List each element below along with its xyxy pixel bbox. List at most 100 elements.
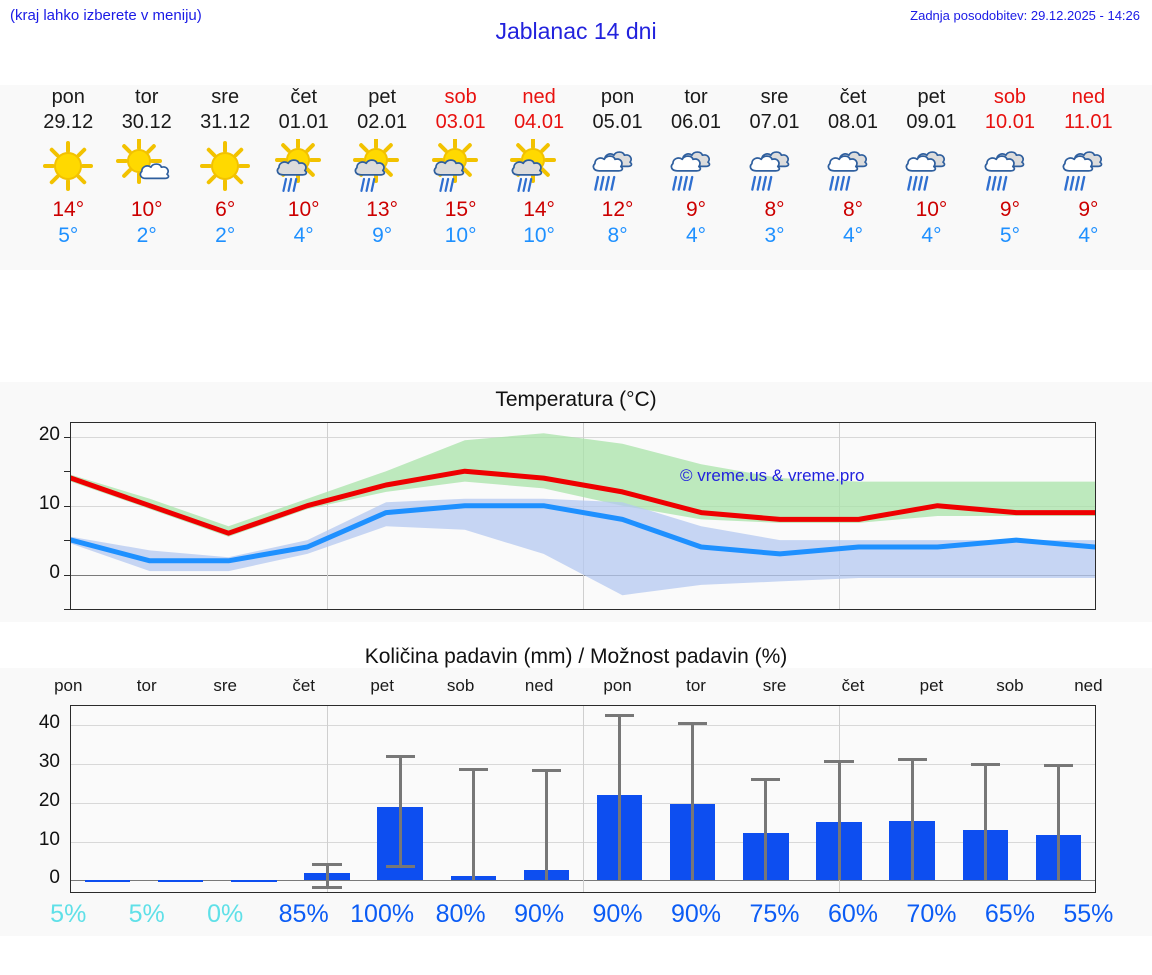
day-max-temp: 15° bbox=[444, 198, 477, 221]
day-date: 07.01 bbox=[749, 111, 800, 133]
error-bar-line bbox=[398, 755, 402, 865]
day-date: 30.12 bbox=[121, 111, 172, 133]
day-column-8[interactable]: tor 06.01 9° 4° bbox=[657, 85, 736, 270]
error-bar-cap-top bbox=[678, 721, 708, 725]
day-date: 09.01 bbox=[906, 111, 957, 133]
day-column-0[interactable]: pon 29.12 14° 5° bbox=[29, 85, 108, 270]
day-date: 03.01 bbox=[435, 111, 486, 133]
day-min-temp: 4° bbox=[842, 224, 864, 247]
day-min-temp: 10° bbox=[444, 224, 477, 247]
day-date: 11.01 bbox=[1064, 111, 1113, 133]
cloud-rain-icon bbox=[1049, 139, 1128, 197]
axis-tick bbox=[64, 574, 71, 576]
day-min-temp: 4° bbox=[921, 224, 942, 247]
day-column-13[interactable]: ned 11.01 9° 4° bbox=[1049, 85, 1128, 270]
day-name: čet bbox=[839, 86, 867, 108]
day-min-temp: 4° bbox=[685, 224, 707, 247]
precipitation-probability: 75% bbox=[749, 900, 800, 928]
precipitation-bar[interactable] bbox=[84, 880, 131, 882]
day-column-1[interactable]: tor 30.12 10° 2° bbox=[107, 85, 186, 270]
location-menu-note[interactable]: (kraj lahko izberete v meniju) bbox=[10, 7, 202, 24]
error-bar-line bbox=[764, 778, 768, 881]
precipitation-probability: 80% bbox=[435, 900, 486, 928]
day-column-2[interactable]: sre 31.12 6° 2° bbox=[186, 85, 265, 270]
day-date: 05.01 bbox=[592, 111, 643, 133]
day-min-temp: 3° bbox=[764, 224, 785, 247]
day-column-11[interactable]: pet 09.01 10° 4° bbox=[892, 85, 971, 270]
error-bar-cap-bottom bbox=[385, 864, 415, 868]
day-column-12[interactable]: sob 10.01 9° 5° bbox=[971, 85, 1050, 270]
axis-tick bbox=[64, 540, 71, 542]
precipitation-day-label: pet bbox=[919, 676, 944, 695]
precipitation-probability: 65% bbox=[984, 900, 1035, 928]
day-max-temp: 10° bbox=[915, 198, 948, 221]
day-date: 04.01 bbox=[514, 111, 565, 133]
day-date: 31.12 bbox=[200, 111, 251, 133]
temperature-y-tick-10: 10 bbox=[38, 492, 60, 514]
day-max-temp: 14° bbox=[52, 198, 85, 221]
axis-tick bbox=[64, 436, 71, 438]
day-max-temp: 12° bbox=[601, 198, 634, 221]
axis-tick bbox=[64, 609, 71, 610]
precipitation-y-tick-30: 30 bbox=[38, 751, 60, 773]
precipitation-probability: 100% bbox=[350, 900, 415, 928]
error-bar-line bbox=[910, 758, 914, 881]
error-bar-cap-top bbox=[970, 762, 1000, 766]
error-bar-cap-bottom bbox=[312, 886, 342, 890]
day-name: pet bbox=[368, 86, 397, 108]
day-date: 01.01 bbox=[278, 111, 329, 133]
error-bar-line bbox=[983, 762, 987, 881]
last-updated-label: Zadnja posodobitev: 29.12.2025 - 14:26 bbox=[910, 8, 1140, 23]
day-name: čet bbox=[290, 86, 318, 108]
precipitation-day-label: čet bbox=[292, 676, 316, 695]
day-max-temp: 6° bbox=[215, 198, 236, 221]
day-name: sob bbox=[993, 86, 1027, 108]
error-bar-line bbox=[325, 862, 329, 887]
page-header: (kraj lahko izberete v meniju) Jablanac … bbox=[0, 0, 1152, 46]
day-column-5[interactable]: sob 03.01 15° 10° bbox=[421, 85, 500, 270]
day-name: ned bbox=[522, 86, 556, 108]
axis-tick bbox=[64, 505, 71, 507]
error-bar-cap-top bbox=[1043, 763, 1074, 767]
precipitation-chart-title: Količina padavin (mm) / Možnost padavin … bbox=[364, 645, 788, 668]
temperature-series-svg bbox=[71, 433, 1095, 596]
precipitation-y-tick-20: 20 bbox=[38, 789, 60, 811]
sun-cloud-rain-icon bbox=[264, 139, 343, 197]
day-name: sre bbox=[211, 86, 240, 108]
precipitation-day-label: ned bbox=[524, 676, 554, 695]
precipitation-probability: 60% bbox=[827, 900, 878, 928]
precipitation-bar[interactable] bbox=[158, 880, 204, 882]
precipitation-probability: 70% bbox=[906, 900, 957, 928]
day-column-6[interactable]: ned 04.01 14° 10° bbox=[500, 85, 579, 270]
day-max-temp: 8° bbox=[764, 198, 785, 221]
error-bar-cap-top bbox=[751, 778, 781, 782]
day-column-10[interactable]: čet 08.01 8° 4° bbox=[814, 85, 893, 270]
error-bar-cap-top bbox=[604, 713, 635, 717]
day-max-temp: 14° bbox=[523, 198, 555, 221]
temperature-band-1 bbox=[71, 498, 1095, 596]
error-bar-line bbox=[544, 769, 548, 881]
day-name: sob bbox=[444, 86, 477, 108]
precipitation-probability: 85% bbox=[278, 900, 329, 928]
day-max-temp: 9° bbox=[1078, 198, 1099, 221]
day-column-9[interactable]: sre 07.01 8° 3° bbox=[735, 85, 814, 270]
precipitation-day-label: sre bbox=[762, 676, 787, 695]
day-column-7[interactable]: pon 05.01 12° 8° bbox=[578, 85, 657, 270]
day-date: 02.01 bbox=[357, 111, 408, 133]
day-max-temp: 10° bbox=[130, 198, 163, 221]
day-min-temp: 5° bbox=[999, 224, 1020, 247]
precipitation-bar[interactable] bbox=[231, 880, 277, 882]
precipitation-probability: 90% bbox=[514, 900, 565, 928]
error-bar-line bbox=[691, 721, 695, 881]
day-column-4[interactable]: pet 02.01 13° 9° bbox=[343, 85, 422, 270]
watermark: © vreme.us & vreme.pro bbox=[680, 466, 865, 485]
day-column-3[interactable]: čet 01.01 10° 4° bbox=[264, 85, 343, 270]
cloud-rain-icon bbox=[892, 139, 971, 197]
day-max-temp: 13° bbox=[366, 198, 399, 221]
precipitation-day-label: pon bbox=[54, 676, 83, 695]
day-max-temp: 10° bbox=[287, 198, 320, 221]
sun-icon bbox=[29, 139, 108, 197]
error-bar-line bbox=[471, 768, 475, 881]
precipitation-day-label: sre bbox=[213, 676, 237, 695]
error-bar-line bbox=[837, 760, 841, 881]
